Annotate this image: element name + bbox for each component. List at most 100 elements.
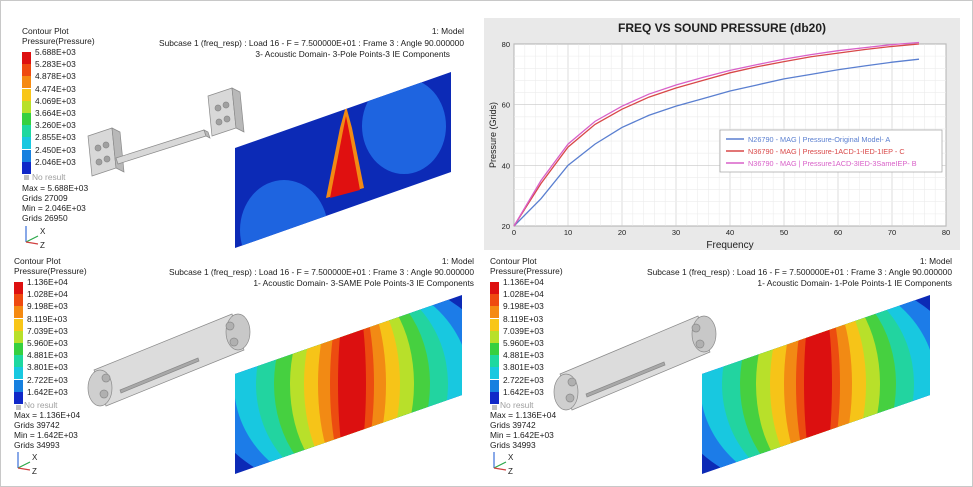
contour-panel-bottom-right[interactable]: Contour Plot Pressure(Pressure) 1: Model… <box>484 250 962 480</box>
legend-swatch <box>490 367 499 380</box>
legend-row: 5.688E+03 <box>22 47 142 64</box>
legend-swatch <box>14 391 23 404</box>
legend-value: 9.198E+03 <box>503 301 544 312</box>
legend-swatch <box>22 113 31 125</box>
no-result-label: No result <box>24 400 58 410</box>
x-tick-label: 70 <box>888 228 896 237</box>
legend-swatch <box>14 367 23 380</box>
x-tick-label: 60 <box>834 228 842 237</box>
legend-row: 1.642E+03 <box>14 387 134 404</box>
legend-entry: N26790 - MAG | Pressure-Original Model- … <box>748 135 890 144</box>
legend-swatch <box>14 343 23 355</box>
max-grid-label: Grids 39742 <box>14 420 60 430</box>
no-result-label: No result <box>500 400 534 410</box>
legend-swatch <box>14 318 23 331</box>
legend-row: 1.028E+04 <box>14 289 134 307</box>
contour-panel-top-left[interactable]: Contour Plot Pressure(Pressure) 1: Model… <box>8 8 478 248</box>
legend-value: 2.450E+03 <box>35 144 76 155</box>
series-line-1 <box>513 43 920 227</box>
chart-title: FREQ VS SOUND PRESSURE (db20) <box>617 21 827 35</box>
legend-value: 8.119E+03 <box>503 313 544 324</box>
legend-value: 3.260E+03 <box>35 120 76 131</box>
legend-value: 7.039E+03 <box>27 325 68 336</box>
no-result-swatch <box>16 405 21 410</box>
legend-value: 4.881E+03 <box>503 350 544 361</box>
legend-row: 2.046E+03 <box>22 157 142 174</box>
legend-entry: N36790 - MAG | Pressure-1ACD-1-IED-1IEP … <box>748 147 905 156</box>
contour-strip <box>235 295 462 474</box>
legend-swatch <box>490 379 499 392</box>
legend-swatch <box>490 282 499 294</box>
legend-swatch <box>22 125 31 138</box>
legend-row: 1.028E+04 <box>490 289 610 307</box>
model-geometry <box>87 313 251 407</box>
legend-row: 5.283E+03 <box>22 59 142 77</box>
series-line-0 <box>513 58 920 227</box>
model-view[interactable] <box>8 8 478 248</box>
contour-strip <box>702 295 930 474</box>
legend-value: 2.855E+03 <box>35 132 76 143</box>
no-result-label: No result <box>32 172 66 182</box>
series-line-2 <box>513 41 920 227</box>
x-tick-label: 10 <box>564 228 572 237</box>
axis-x-label: X <box>40 227 46 236</box>
legend-row: 4.069E+03 <box>22 96 142 113</box>
legend-value: 7.039E+03 <box>503 325 544 336</box>
axis-triad-icon: XZ <box>25 226 46 248</box>
model-view[interactable] <box>484 250 962 480</box>
legend-value: 1.136E+04 <box>503 277 544 287</box>
legend-row: 2.722E+03 <box>490 375 610 392</box>
legend-value: 2.722E+03 <box>27 374 68 385</box>
min-grid-label: Grids 34993 <box>490 440 536 450</box>
legend-row: 1.642E+03 <box>490 387 610 404</box>
x-axis-label: Frequency <box>706 240 753 250</box>
legend-value: 1.642E+03 <box>27 386 68 397</box>
legend-swatch <box>22 76 31 89</box>
y-tick-label: 80 <box>502 40 510 49</box>
legend-row: 2.450E+03 <box>22 145 142 162</box>
legend-row: 4.474E+03 <box>22 84 142 101</box>
plot-title: Contour Plot <box>490 256 537 266</box>
plot-subtitle: Pressure(Pressure) <box>22 36 95 46</box>
frequency-chart[interactable]: 0 10 20 30 40 50 60 70 80 20 40 60 80 Frequency Pressu… <box>484 18 960 250</box>
legend-row: 8.119E+03 <box>14 314 134 331</box>
legend-swatch <box>22 52 31 64</box>
model-label: 1: Model <box>431 26 464 36</box>
legend-value: 4.474E+03 <box>35 83 76 94</box>
legend-row: 4.881E+03 <box>490 350 610 368</box>
legend-value: 4.881E+03 <box>27 350 68 361</box>
min-label: Min = 1.642E+03 <box>14 430 78 440</box>
legend-swatch <box>490 294 499 307</box>
subcase-label: Subcase 1 (freq_resp) : Load 16 - F = 7.… <box>169 267 474 277</box>
legend-value: 5.688E+03 <box>35 47 76 57</box>
model-geometry <box>553 315 717 411</box>
chart-legend <box>719 129 943 173</box>
legend-swatch <box>14 306 23 319</box>
contour-panel-bottom-left[interactable]: Contour Plot Pressure(Pressure) 1: Model… <box>8 250 484 480</box>
legend-row: 1.136E+04 <box>490 277 610 294</box>
chart-panel[interactable]: FREQ VS SOUND PRESSURE (db20) 0 10 20 30 40 5… <box>484 18 960 250</box>
legend-row: 3.260E+03 <box>22 120 142 138</box>
model-label: 1: Model <box>919 256 952 266</box>
contour-strip <box>235 72 451 248</box>
legend-value: 3.801E+03 <box>27 362 68 373</box>
model-view[interactable] <box>8 250 484 480</box>
components-label: 1- Acoustic Domain- 1-Pole Points-1 IE C… <box>757 278 952 288</box>
legend-value: 4.878E+03 <box>35 71 76 82</box>
legend-swatch <box>22 149 31 162</box>
max-label: Max = 5.688E+03 <box>22 183 89 193</box>
legend-row: 9.198E+03 <box>490 301 610 319</box>
max-label: Max = 1.136E+04 <box>490 410 557 420</box>
min-label: Min = 1.642E+03 <box>490 430 554 440</box>
legend-row: 8.119E+03 <box>490 314 610 331</box>
legend-row: 1.136E+04 <box>14 277 134 294</box>
legend-row: 3.801E+03 <box>14 362 134 380</box>
legend-value: 4.069E+03 <box>35 95 76 106</box>
legend-swatch <box>14 330 23 343</box>
y-axis-label: Pressure (Grids) <box>488 102 498 168</box>
no-result-swatch <box>24 175 29 180</box>
legend-swatch <box>490 355 499 368</box>
legend-row: 2.722E+03 <box>14 375 134 392</box>
